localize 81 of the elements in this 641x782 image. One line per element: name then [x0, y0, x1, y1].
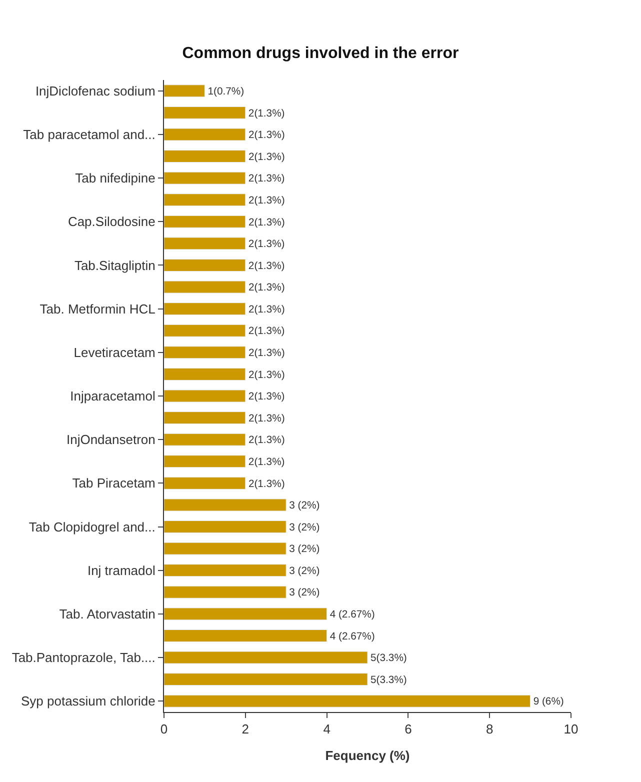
bar — [164, 651, 368, 664]
data-label: 2(1.3%) — [248, 282, 285, 294]
x-tick-label: 6 — [404, 722, 412, 737]
bar — [164, 629, 328, 642]
data-label: 2(1.3%) — [248, 152, 285, 163]
y-tick-label: InjDiclofenac sodium — [35, 83, 156, 98]
data-label: 2(1.3%) — [248, 456, 285, 468]
chart-title: Common drugs involved in the error — [182, 45, 459, 62]
y-tick-label: Tab nifedipine — [75, 170, 156, 186]
data-label: 5(3.3%) — [370, 674, 407, 686]
bar — [164, 608, 328, 620]
data-label: 2(1.3%) — [248, 413, 285, 424]
bar — [164, 412, 246, 424]
bar — [164, 302, 246, 316]
bar — [164, 564, 286, 577]
data-label: 2(1.3%) — [248, 304, 285, 316]
data-label: 2(1.3%) — [248, 478, 285, 490]
bar — [164, 84, 205, 98]
bar — [164, 520, 286, 533]
x-tick-label: 10 — [564, 722, 578, 737]
bar — [164, 694, 531, 708]
data-label: 2(1.3%) — [248, 195, 285, 206]
y-tick-label: Inj tramadol — [87, 562, 156, 578]
y-tick-label: Tab.Pantoprazole, Tab.... — [12, 650, 156, 666]
y-tick-label: Tab. Atorvastatin — [59, 606, 156, 622]
bar — [164, 498, 286, 512]
bar — [164, 128, 246, 141]
data-label: 2(1.3%) — [248, 174, 285, 185]
data-label: 2(1.3%) — [248, 392, 285, 403]
bar — [164, 259, 246, 272]
data-label: 9 (6%) — [533, 696, 564, 708]
data-label: 2(1.3%) — [248, 239, 285, 250]
data-label: 3 (2%) — [289, 588, 320, 599]
data-label: 4 (2.67%) — [330, 631, 375, 642]
x-axis-title: Fequency (%) — [325, 748, 410, 764]
y-tick-label: Tab Piracetam — [72, 476, 156, 491]
y-tick-label: Tab Clopidogrel and... — [28, 519, 156, 534]
x-tick-label: 2 — [242, 722, 250, 737]
data-label: 4 (2.67%) — [330, 610, 375, 621]
bar — [164, 542, 286, 555]
data-label: 3 (2%) — [289, 544, 320, 556]
bar — [164, 215, 246, 228]
y-tick-label: InjOndansetron — [66, 432, 156, 448]
bar — [164, 586, 286, 598]
y-tick-label: Tab.Sitagliptin — [74, 258, 156, 273]
bar — [164, 433, 246, 446]
bar — [164, 194, 246, 206]
data-label: 3 (2%) — [289, 522, 320, 534]
x-tick-label: 8 — [486, 722, 494, 737]
data-label: 2(1.3%) — [248, 260, 285, 272]
bar — [164, 346, 246, 359]
bar — [164, 150, 246, 163]
data-label: 2(1.3%) — [248, 370, 285, 381]
y-tick-label: Tab paracetamol and... — [23, 127, 156, 142]
bar — [164, 106, 246, 119]
y-tick-label: Cap.Silodosine — [68, 214, 156, 230]
bar — [164, 237, 246, 250]
bar — [164, 390, 246, 402]
data-label: 5(3.3%) — [370, 653, 407, 664]
data-label: 2(1.3%) — [248, 326, 285, 338]
bar — [164, 280, 246, 294]
bar — [164, 476, 246, 490]
data-label: 3 (2%) — [289, 500, 320, 512]
x-tick-label: 0 — [160, 722, 168, 737]
y-tick-label: Levetiracetam — [74, 344, 156, 360]
bar — [164, 673, 368, 686]
data-label: 2(1.3%) — [248, 130, 285, 142]
x-tick-label: 4 — [323, 722, 330, 737]
data-label: 2(1.3%) — [248, 108, 285, 120]
data-label: 2(1.3%) — [248, 348, 285, 360]
bar — [164, 455, 246, 468]
data-label: 3 (2%) — [289, 566, 320, 577]
y-tick-label: Injparacetamol — [70, 388, 156, 404]
data-label: 2(1.3%) — [248, 217, 285, 228]
data-label: 1(0.7%) — [208, 86, 244, 98]
data-label: 2(1.3%) — [248, 435, 285, 446]
bar — [164, 172, 246, 184]
y-tick-label: Tab. Metformin HCL — [40, 301, 156, 316]
bar — [164, 324, 246, 337]
y-tick-label: Syp potassium chloride — [20, 694, 156, 709]
bar — [164, 368, 246, 380]
